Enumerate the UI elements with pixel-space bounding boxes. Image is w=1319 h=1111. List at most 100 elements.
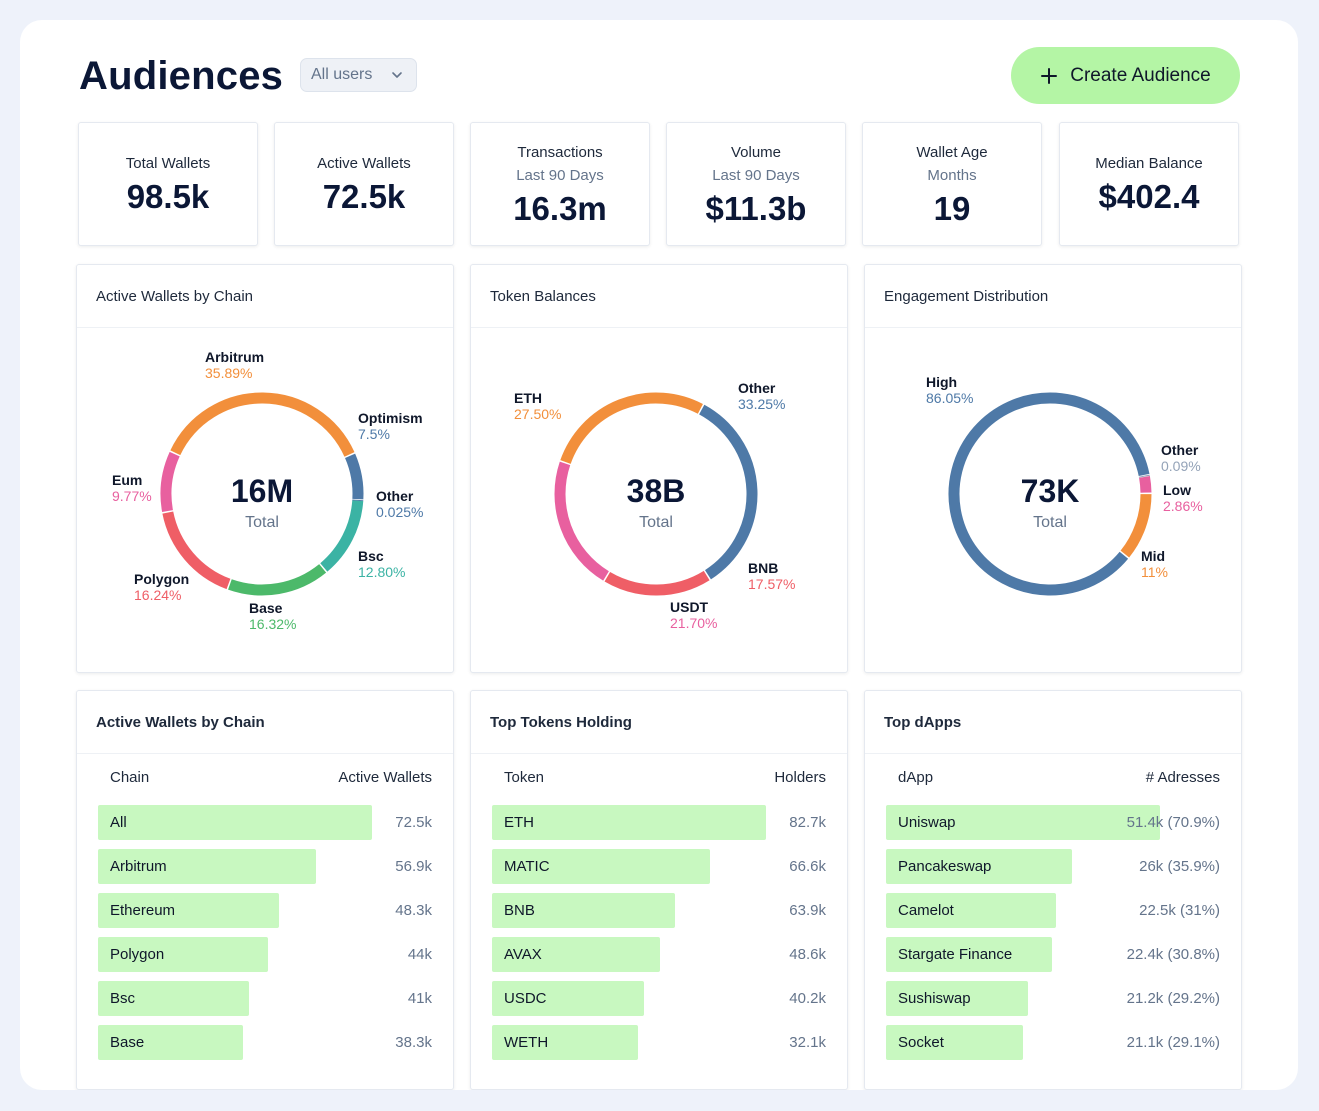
slice-label-bsc: Bsc <box>358 548 384 564</box>
stat-label: Transactions <box>517 144 603 161</box>
slice-percent-eth: 27.50% <box>514 406 561 422</box>
donut-slice-arbitrum[interactable] <box>170 392 355 457</box>
donut-slice-bsc[interactable] <box>320 500 364 572</box>
row-name: Pancakeswap <box>898 858 992 875</box>
column-header-holders[interactable]: Holders <box>774 769 826 786</box>
row-value: 32.1k <box>789 1034 826 1051</box>
table-row[interactable]: BNB 63.9k <box>492 893 826 928</box>
slice-label-other: Other <box>1161 442 1199 458</box>
donut-center-label: Total <box>1033 514 1067 531</box>
row-name: All <box>110 814 127 831</box>
donut-slice-eth[interactable] <box>560 392 703 464</box>
page-title: Audiences <box>79 54 284 98</box>
donut-slice-polygon[interactable] <box>162 511 231 590</box>
row-bar <box>98 849 316 884</box>
card-title: Engagement Distribution <box>865 265 1241 328</box>
row-bar <box>492 937 660 972</box>
table-row[interactable]: Base 38.3k <box>98 1025 432 1060</box>
row-name: BNB <box>504 902 535 919</box>
table-row[interactable]: Pancakeswap 26k (35.9%) <box>886 849 1220 884</box>
table-row[interactable]: Ethereum 48.3k <box>98 893 432 928</box>
stat-value: 72.5k <box>322 178 406 215</box>
donut-slice-usdt[interactable] <box>554 461 609 581</box>
donut-slice-eum[interactable] <box>160 451 180 513</box>
table-row[interactable]: All 72.5k <box>98 805 432 840</box>
slice-percent-polygon: 16.24% <box>134 587 181 603</box>
row-value: 40.2k <box>789 990 826 1007</box>
table-row[interactable]: Uniswap 51.4k (70.9%) <box>886 805 1220 840</box>
donut-slice-bnb[interactable] <box>604 570 710 596</box>
table-row[interactable]: AVAX 48.6k <box>492 937 826 972</box>
column-header-active-wallets[interactable]: Active Wallets <box>338 769 432 786</box>
stat-label: Active Wallets <box>317 155 411 172</box>
table-card-wallets-by-chain: Active Wallets by Chain Chain Active Wal… <box>76 690 454 1090</box>
donut-slice-other[interactable] <box>699 404 758 580</box>
column-header-dapp[interactable]: dApp <box>898 769 934 786</box>
slice-percent-usdt: 21.70% <box>670 615 717 631</box>
stat-label: Total Wallets <box>125 155 211 172</box>
table-row[interactable]: ETH 82.7k <box>492 805 826 840</box>
table-row[interactable]: WETH 32.1k <box>492 1025 826 1060</box>
table-row[interactable]: Stargate Finance 22.4k (30.8%) <box>886 937 1220 972</box>
table-card-top-dapps: Top dApps dApp # Adresses Uniswap 51.4k (… <box>864 690 1242 1090</box>
donut-slice-mid[interactable] <box>1120 493 1152 558</box>
donut-slice-high[interactable] <box>948 392 1150 596</box>
slice-label-eum: Eum <box>112 472 142 488</box>
table-row[interactable]: Camelot 22.5k (31%) <box>886 893 1220 928</box>
row-name: Arbitrum <box>110 858 167 875</box>
row-bar <box>886 1025 1023 1060</box>
slice-label-other: Other <box>738 380 776 396</box>
stat-label: Volume <box>730 144 782 161</box>
row-name: Sushiswap <box>898 990 971 1007</box>
row-name: Base <box>110 1034 145 1051</box>
column-header-addresses[interactable]: # Adresses <box>1145 769 1220 786</box>
table-row[interactable]: Sushiswap 21.2k (29.2%) <box>886 981 1220 1016</box>
stat-volume: Volume Last 90 Days $11.3b <box>666 122 846 246</box>
table-row[interactable]: Polygon 44k <box>98 937 432 972</box>
row-bar <box>98 1025 243 1060</box>
donut-center-label: Total <box>245 514 279 531</box>
row-bar <box>886 981 1028 1016</box>
slice-label-polygon: Polygon <box>134 571 189 587</box>
row-bar <box>886 805 1160 840</box>
chevron-down-icon <box>392 72 402 78</box>
row-bar <box>886 849 1072 884</box>
slice-percent-eum: 9.77% <box>112 488 152 504</box>
donut-slice-base[interactable] <box>228 564 327 596</box>
row-name: Uniswap <box>898 814 956 831</box>
column-header-token[interactable]: Token <box>504 769 545 786</box>
table-row[interactable]: USDC 40.2k <box>492 981 826 1016</box>
chart-card-wallets-by-chain: Active Wallets by Chain Arbitrum 35.89% Op… <box>76 264 454 673</box>
table-row[interactable]: Socket 21.1k (29.1%) <box>886 1025 1220 1060</box>
row-bar <box>492 981 644 1016</box>
row-name: AVAX <box>504 946 542 963</box>
audience-filter-select[interactable]: All users <box>300 58 417 92</box>
row-name: ETH <box>504 814 534 831</box>
donut-slice-low[interactable] <box>1139 475 1152 493</box>
slice-label-eth: ETH <box>514 390 542 406</box>
donut-center-value: 38B <box>627 473 686 509</box>
donut-slice-optimism[interactable] <box>344 453 364 500</box>
table-card-top-tokens: Top Tokens Holding Token Holders ETH 82.7… <box>470 690 848 1090</box>
row-value: 26k (35.9%) <box>1139 858 1220 875</box>
slice-label-usdt: USDT <box>670 599 709 615</box>
stat-value: $402.4 <box>1098 178 1200 215</box>
row-value: 38.3k <box>395 1034 432 1051</box>
row-bar <box>98 893 279 928</box>
table-row[interactable]: MATIC 66.6k <box>492 849 826 884</box>
slice-label-base: Base <box>249 600 283 616</box>
slice-label-optimism: Optimism <box>358 410 423 426</box>
donut-center-value: 16M <box>231 473 293 509</box>
create-audience-button[interactable]: Create Audience <box>1011 47 1240 104</box>
slice-label-low: Low <box>1163 482 1191 498</box>
slice-label-bnb: BNB <box>748 560 778 576</box>
table-row[interactable]: Bsc 41k <box>98 981 432 1016</box>
slice-percent-bnb: 17.57% <box>748 576 795 592</box>
table-row[interactable]: Arbitrum 56.9k <box>98 849 432 884</box>
slice-percent-other: 0.09% <box>1161 458 1201 474</box>
card-title: Active Wallets by Chain <box>77 691 453 754</box>
chart-card-token-balances: Token Balances Other 33.25% BNB 17.57% USDT 2… <box>470 264 848 673</box>
slice-label-arbitrum: Arbitrum <box>205 349 264 365</box>
column-header-chain[interactable]: Chain <box>110 769 150 786</box>
slice-percent-base: 16.32% <box>249 616 296 632</box>
